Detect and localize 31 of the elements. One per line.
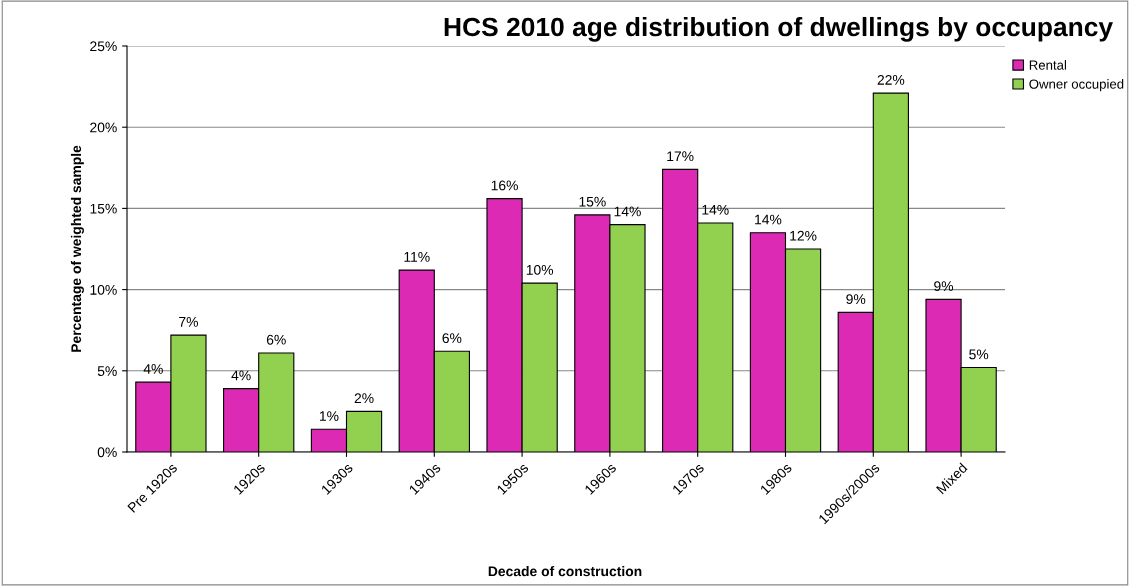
data-label: 6% [266, 334, 286, 345]
data-label: 7% [179, 317, 198, 327]
data-label: 15% [579, 196, 606, 207]
y-tick-label: 20% [90, 122, 117, 133]
data-label: 6% [442, 333, 462, 344]
data-label: 4% [143, 364, 163, 374]
y-tick-label: 5% [97, 366, 117, 376]
data-label: 12% [790, 230, 817, 241]
data-label: 9% [934, 281, 954, 292]
data-label: 14% [614, 206, 641, 217]
chart-title: HCS 2010 age distribution of dwellings by occupancy [444, 16, 1113, 42]
legend-label: Owner occupied [1029, 79, 1124, 92]
data-label: 5% [969, 349, 989, 360]
y-tick-label: 0% [97, 447, 117, 458]
legend-label: Rental [1029, 60, 1067, 70]
y-tick-label: 15% [90, 203, 117, 214]
data-label: 4% [231, 370, 251, 381]
data-label: 14% [702, 204, 729, 215]
data-label: 1% [319, 411, 339, 421]
data-label: 9% [846, 294, 866, 305]
data-label: 17% [667, 151, 694, 162]
data-label: 16% [491, 180, 518, 191]
y-axis-title: Percentage of weighted sample [70, 145, 84, 352]
y-tick-label: 10% [90, 284, 117, 295]
data-label: 10% [526, 264, 554, 275]
data-label: 14% [755, 214, 782, 225]
data-label: 22% [877, 74, 905, 85]
x-axis-title: Decade of construction [488, 566, 642, 577]
y-tick-label: 25% [90, 41, 117, 52]
data-label: 11% [404, 252, 430, 262]
data-label: 2% [354, 393, 374, 404]
